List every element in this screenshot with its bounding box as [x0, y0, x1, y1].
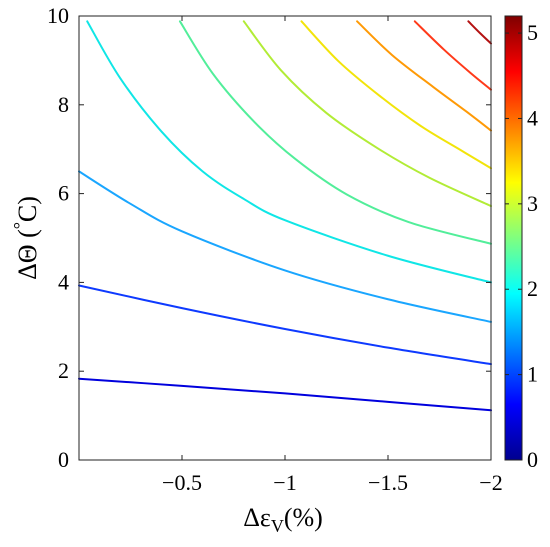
colorbar-tick-label: 0 [527, 447, 538, 472]
contour-line-0-5 [78, 377, 492, 412]
contour-lines [78, 20, 492, 412]
y-tick-label: 2 [58, 358, 69, 383]
plot-area [79, 16, 491, 460]
contour-line-4-5 [413, 20, 492, 91]
contour-line-1 [78, 284, 492, 366]
colorbar-tick-label: 5 [527, 20, 538, 45]
y-tick-label: 4 [58, 269, 69, 294]
colorbar-tick-label: 4 [527, 105, 538, 130]
contour-line-3 [242, 20, 492, 208]
x-axis-ticks: −0.5 −1 −1.5 −2 [162, 16, 503, 495]
colorbar-tick-label: 1 [527, 362, 538, 387]
colorbar [504, 15, 523, 461]
y-axis-label: ΔΘ (°C) [10, 196, 42, 280]
colorbar-ticks: 0 1 2 3 4 5 [505, 20, 538, 472]
colorbar-tick-label: 3 [527, 191, 538, 216]
contour-line-2-5 [178, 20, 492, 245]
y-axis-ticks: 0 2 4 6 8 10 [47, 3, 491, 472]
x-tick-label: −2 [479, 470, 502, 495]
contour-line-1-5 [78, 170, 492, 323]
y-tick-label: 0 [58, 447, 69, 472]
x-tick-label: −0.5 [162, 470, 202, 495]
contour-line-4 [356, 20, 492, 132]
colorbar-tick-label: 2 [527, 276, 538, 301]
y-tick-label: 6 [58, 181, 69, 206]
contour-line-5 [467, 20, 492, 45]
x-tick-label: −1.5 [368, 470, 408, 495]
x-tick-label: −1 [273, 470, 296, 495]
contour-line-2 [86, 20, 492, 284]
x-axis-label: ΔεV(%) [243, 503, 323, 536]
y-tick-label: 8 [58, 92, 69, 117]
contour-line-3-5 [300, 20, 492, 170]
y-tick-label: 10 [47, 3, 69, 28]
